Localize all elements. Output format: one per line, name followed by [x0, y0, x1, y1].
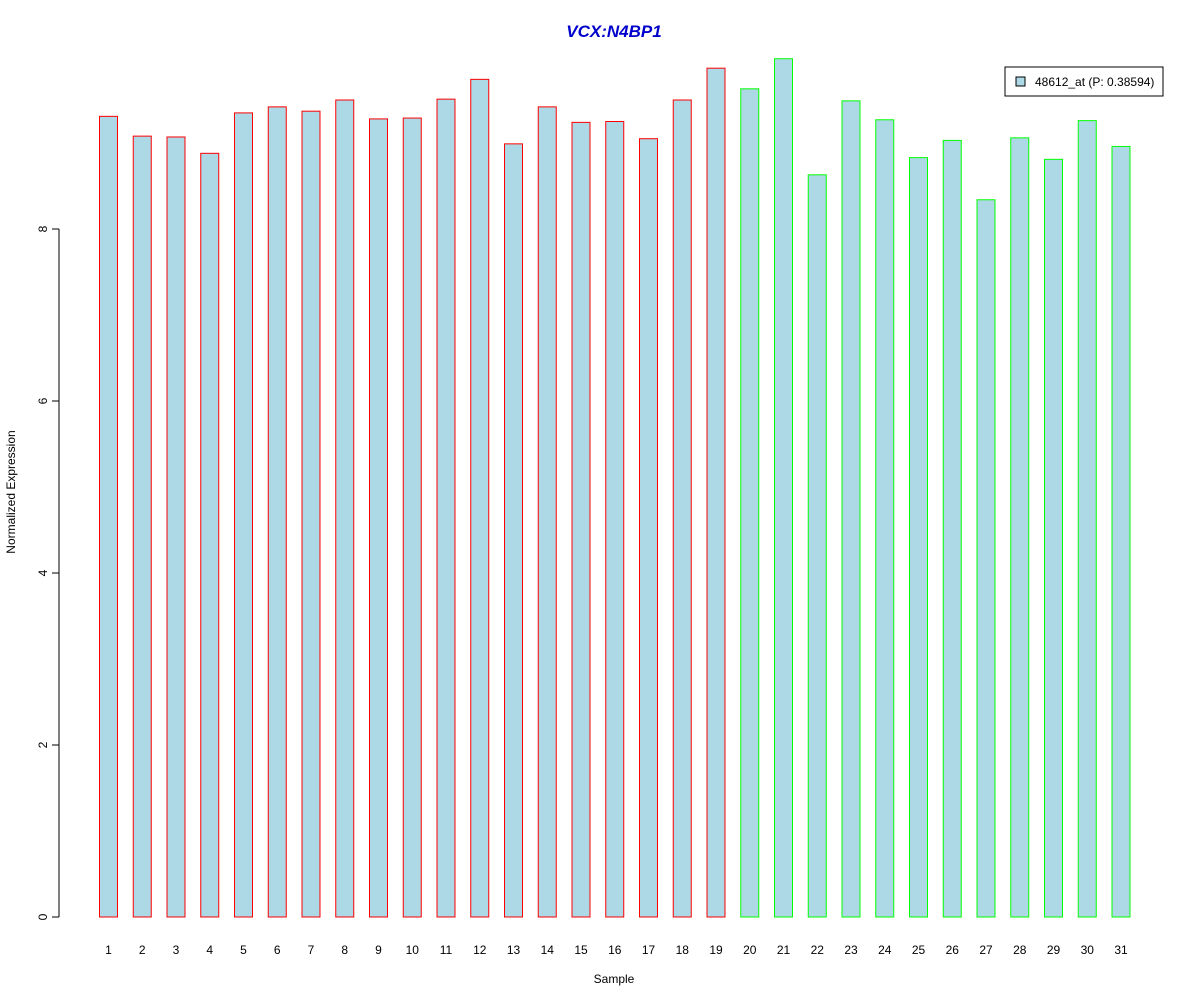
bar-sample-9	[369, 118, 388, 918]
x-tick-label: 29	[1047, 943, 1061, 957]
x-tick-label: 31	[1114, 943, 1128, 957]
x-tick-label: 30	[1081, 943, 1095, 957]
x-axis-title: Sample	[594, 972, 635, 986]
bar-sample-17	[639, 138, 658, 918]
legend-label: 48612_at (P: 0.38594)	[1035, 75, 1154, 89]
bar-sample-6	[267, 106, 287, 918]
x-tick-label: 10	[406, 943, 420, 957]
x-tick-label: 21	[777, 943, 791, 957]
x-tick-label: 7	[308, 943, 315, 957]
x-tick-label: 18	[676, 943, 690, 957]
bar-sample-16	[605, 121, 625, 918]
y-axis-title: Normalized Expression	[4, 430, 18, 553]
x-tick-label: 20	[743, 943, 757, 957]
bar-sample-12	[470, 78, 490, 918]
bar-sample-25	[909, 157, 928, 918]
y-tick-label: 4	[36, 569, 50, 576]
bar-sample-13	[504, 143, 523, 918]
x-tick-label: 14	[541, 943, 555, 957]
bar-sample-14	[537, 106, 557, 918]
y-tick-label: 6	[36, 397, 50, 404]
x-tick-label: 16	[608, 943, 622, 957]
x-tick-label: 6	[274, 943, 281, 957]
bar-sample-1	[99, 115, 118, 918]
x-tick-label: 23	[844, 943, 858, 957]
bar-sample-20	[740, 88, 760, 918]
legend-box	[1004, 66, 1164, 97]
x-tick-label: 13	[507, 943, 521, 957]
bar-sample-21	[774, 58, 793, 918]
bar-sample-27	[976, 199, 996, 918]
x-tick-label: 3	[173, 943, 180, 957]
bar-sample-18	[672, 99, 692, 918]
x-tick-label: 26	[946, 943, 960, 957]
legend-swatch	[1015, 76, 1026, 87]
bar-sample-2	[132, 135, 152, 918]
y-tick-label: 2	[36, 741, 50, 748]
bar-sample-5	[234, 112, 253, 918]
y-tick-label: 0	[36, 913, 50, 920]
x-tick-label: 27	[979, 943, 993, 957]
x-tick-label: 15	[574, 943, 588, 957]
bar-sample-31	[1111, 145, 1131, 918]
y-axis: 0 2 4 6 8	[36, 225, 60, 920]
bar-sample-10	[402, 117, 422, 918]
bar-sample-26	[942, 139, 962, 918]
bar-sample-11	[436, 98, 456, 918]
x-tick-label: 4	[206, 943, 213, 957]
x-tick-label: 25	[912, 943, 926, 957]
bar-sample-15	[571, 121, 591, 918]
bar-sample-19	[706, 67, 726, 918]
x-tick-label: 5	[240, 943, 247, 957]
bar-sample-30	[1077, 120, 1097, 918]
y-tick-label: 8	[36, 225, 50, 232]
bar-sample-29	[1044, 158, 1063, 918]
x-tick-label: 24	[878, 943, 892, 957]
bar-sample-28	[1010, 137, 1030, 918]
x-tick-label: 28	[1013, 943, 1027, 957]
x-tick-label: 22	[811, 943, 825, 957]
bar-sample-8	[335, 99, 355, 918]
x-tick-label: 17	[642, 943, 656, 957]
x-tick-label: 2	[139, 943, 146, 957]
x-tick-label: 1	[105, 943, 112, 957]
x-axis-labels: 1 2 3 4 5 6 7 8 9 10 11 12 13 14 15 16 17 18 19 20 21 22 23 24 2…	[105, 943, 1128, 957]
bar-sample-4	[200, 152, 220, 918]
bar-sample-24	[875, 119, 895, 918]
bar-sample-23	[841, 100, 861, 918]
legend: 48612_at (P: 0.38594)	[1004, 66, 1164, 97]
x-tick-label: 11	[440, 943, 453, 957]
bar-sample-22	[807, 174, 827, 918]
bars	[99, 58, 1131, 918]
chart-title: VCX:N4BP1	[566, 22, 661, 41]
x-tick-label: 9	[375, 943, 382, 957]
bar-sample-3	[166, 136, 186, 918]
bar-sample-7	[301, 110, 321, 918]
x-tick-label: 19	[709, 943, 723, 957]
x-tick-label: 12	[473, 943, 487, 957]
x-tick-label: 8	[341, 943, 348, 957]
